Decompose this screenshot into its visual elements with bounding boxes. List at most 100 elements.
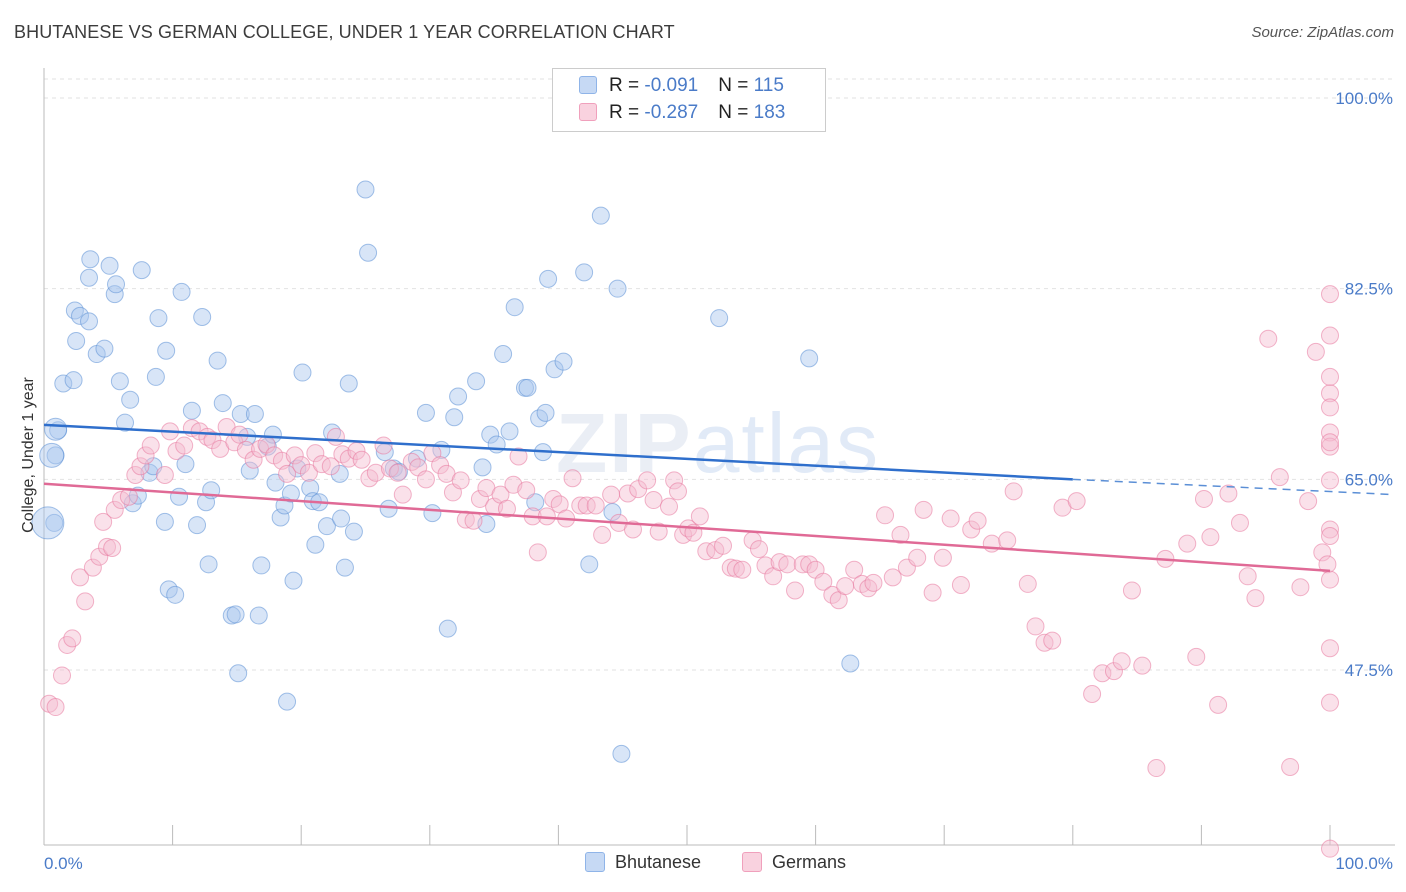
legend-swatch-bhutanese bbox=[579, 76, 597, 94]
data-point bbox=[665, 471, 684, 490]
trend-line-bhutanese-extension bbox=[1072, 478, 1391, 496]
data-point bbox=[136, 446, 155, 465]
data-point bbox=[126, 465, 145, 484]
data-point bbox=[146, 367, 165, 386]
data-point bbox=[580, 555, 599, 574]
data-point bbox=[107, 275, 126, 294]
data-point bbox=[64, 371, 83, 390]
data-point bbox=[155, 465, 174, 484]
data-point bbox=[1104, 662, 1123, 681]
data-point bbox=[149, 309, 168, 328]
data-point bbox=[330, 464, 349, 483]
data-point bbox=[306, 444, 325, 463]
data-point bbox=[94, 512, 113, 531]
data-point bbox=[71, 568, 90, 587]
data-point bbox=[814, 572, 833, 591]
legend-label-bhutanese: Bhutanese bbox=[615, 852, 702, 872]
r-label: R = bbox=[609, 75, 645, 96]
data-point bbox=[933, 548, 952, 567]
data-point bbox=[726, 559, 745, 578]
data-point bbox=[263, 425, 282, 444]
trend-lines bbox=[43, 423, 1391, 573]
data-point bbox=[31, 506, 65, 540]
data-point bbox=[1178, 534, 1197, 553]
y-tick-label: 65.0% bbox=[1345, 470, 1393, 489]
data-point bbox=[623, 520, 642, 539]
data-point bbox=[1122, 581, 1141, 600]
data-point bbox=[80, 312, 99, 331]
data-point bbox=[923, 583, 942, 602]
data-point bbox=[1321, 398, 1339, 417]
y-tick-label: 100.0% bbox=[1335, 89, 1393, 108]
data-point bbox=[845, 560, 864, 579]
data-point bbox=[423, 504, 442, 523]
data-point bbox=[1219, 484, 1238, 503]
data-point bbox=[1093, 664, 1112, 683]
legend-swatch-bhutanese bbox=[585, 852, 605, 872]
data-point bbox=[285, 446, 304, 465]
data-point bbox=[105, 285, 124, 304]
data-point bbox=[292, 456, 311, 475]
data-point bbox=[786, 581, 805, 600]
data-point bbox=[176, 455, 195, 474]
r-label: R = bbox=[609, 102, 645, 123]
correlation-legend: R = -0.091 N = 115 R = -0.287 N = 183 bbox=[552, 68, 826, 132]
data-point bbox=[445, 408, 464, 427]
data-point bbox=[517, 481, 536, 500]
y-tick-label: 47.5% bbox=[1345, 661, 1393, 680]
data-point bbox=[750, 540, 769, 559]
bottom-legend-bhutanese[interactable]: Bhutanese bbox=[585, 852, 701, 873]
data-point bbox=[379, 499, 398, 518]
data-point bbox=[1147, 759, 1166, 778]
data-point bbox=[312, 455, 331, 474]
data-point bbox=[193, 307, 212, 326]
data-point bbox=[182, 401, 201, 420]
data-point bbox=[577, 496, 596, 515]
data-point bbox=[1321, 367, 1339, 386]
data-point bbox=[638, 471, 657, 490]
data-point bbox=[571, 496, 590, 515]
data-point bbox=[1209, 695, 1228, 714]
data-point bbox=[293, 363, 312, 382]
data-point bbox=[697, 542, 716, 561]
data-point bbox=[352, 450, 371, 469]
data-point bbox=[1321, 437, 1339, 456]
data-point bbox=[54, 374, 73, 393]
data-point bbox=[593, 525, 612, 544]
data-point bbox=[53, 666, 72, 685]
data-point bbox=[170, 487, 189, 506]
data-point bbox=[1321, 570, 1339, 589]
data-point bbox=[83, 558, 102, 577]
data-point bbox=[226, 605, 245, 624]
data-point bbox=[175, 436, 194, 455]
data-point bbox=[951, 576, 970, 595]
data-point bbox=[1321, 526, 1339, 545]
data-point bbox=[1281, 757, 1300, 776]
data-point bbox=[1201, 528, 1220, 547]
watermark-atlas: atlas bbox=[692, 396, 881, 490]
n-value: 115 bbox=[753, 75, 784, 96]
data-point bbox=[416, 403, 435, 422]
data-point bbox=[451, 471, 470, 490]
data-point bbox=[1259, 329, 1278, 348]
n-label: N = bbox=[718, 75, 754, 96]
legend-swatch-germans bbox=[742, 852, 762, 872]
data-point bbox=[317, 517, 336, 536]
data-point bbox=[714, 536, 733, 555]
x-tick-label-max: 100.0% bbox=[1335, 854, 1393, 873]
legend-label-germans: Germans bbox=[772, 852, 847, 872]
data-point bbox=[1321, 433, 1339, 452]
n-label: N = bbox=[718, 102, 754, 123]
data-point bbox=[733, 560, 752, 579]
chart-title: BHUTANESE VS GERMAN COLLEGE, UNDER 1 YEA… bbox=[14, 22, 675, 42]
data-point bbox=[1321, 384, 1339, 403]
data-point bbox=[644, 491, 663, 510]
data-point bbox=[612, 744, 631, 763]
data-point bbox=[321, 457, 340, 476]
data-point bbox=[710, 309, 729, 328]
data-point bbox=[473, 458, 492, 477]
data-point bbox=[213, 394, 232, 413]
data-point bbox=[539, 269, 558, 288]
bottom-legend-germans[interactable]: Germans bbox=[742, 852, 846, 873]
data-point bbox=[141, 436, 160, 455]
